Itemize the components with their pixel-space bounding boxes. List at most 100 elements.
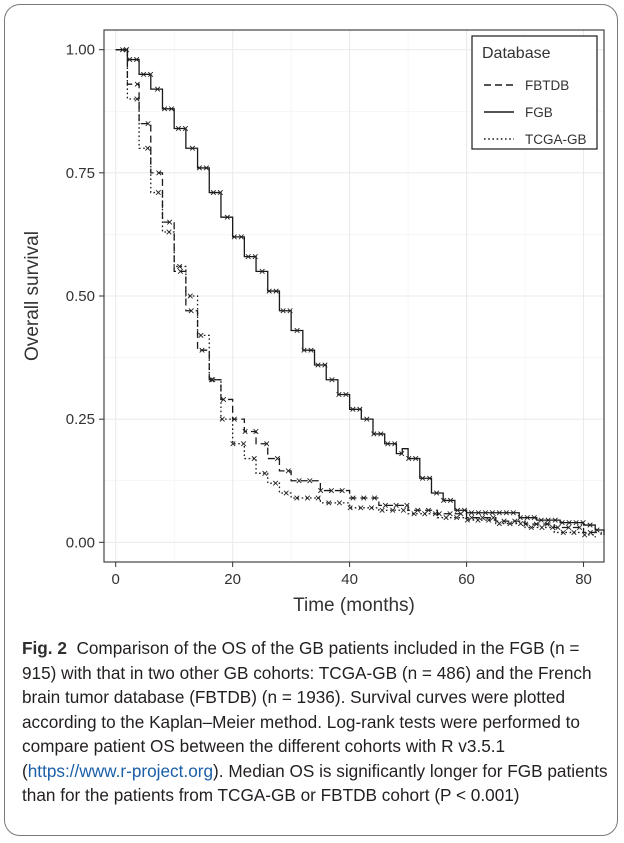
censor-mark: [322, 362, 328, 368]
censor-mark: [315, 495, 321, 501]
censor-mark: [512, 518, 518, 524]
censor-mark: [587, 529, 593, 536]
censor-mark: [177, 268, 184, 274]
censor-mark: [357, 406, 363, 412]
censor-mark: [400, 507, 407, 513]
censor-mark: [440, 497, 447, 504]
censor-mark: [266, 288, 272, 294]
censor-mark: [259, 268, 265, 274]
censor-mark: [510, 510, 516, 516]
censor-mark: [454, 515, 460, 521]
censor-mark: [134, 56, 140, 63]
censor-mark: [350, 406, 356, 412]
censor-mark: [140, 71, 147, 77]
censor-mark: [196, 165, 203, 171]
survival-curve-fbtdb: [115, 49, 602, 535]
censor-mark: [187, 293, 193, 299]
censor-mark: [230, 441, 236, 447]
censor-mark: [555, 524, 561, 531]
censor-mark: [240, 441, 247, 447]
censor-mark: [566, 519, 572, 526]
censor-mark: [296, 478, 302, 484]
censor-mark: [219, 416, 225, 422]
censor-mark: [479, 515, 486, 521]
censor-mark: [469, 515, 475, 521]
censor-mark: [501, 518, 507, 524]
caption-text: Comparison of the OS of the GB patients …: [22, 638, 592, 781]
km-survival-chart: 0 20 40 60 80 0.00 0.25 0.50 0.75 1.00 Time (month…: [22, 29, 605, 616]
censor-mark: [566, 524, 572, 531]
censor-mark: [447, 497, 454, 504]
censor-mark: [339, 487, 345, 494]
censor-mark: [274, 455, 281, 462]
censor-mark: [580, 519, 586, 526]
censor-mark: [496, 520, 502, 527]
censor-mark: [464, 517, 470, 523]
censor-mark: [517, 515, 523, 521]
censor-mark: [390, 507, 396, 513]
censor-mark: [134, 96, 140, 102]
censor-mark: [264, 441, 270, 447]
censor-mark: [432, 511, 439, 517]
censor-mark: [304, 495, 311, 501]
censor-mark: [147, 71, 154, 77]
censor-mark: [253, 428, 259, 435]
censor-mark: [155, 189, 161, 196]
censor-mark: [507, 520, 513, 527]
censor-mark: [468, 510, 475, 516]
figure-caption: Fig. 2 Comparison of the OS of the GB pa…: [22, 636, 608, 808]
censor-mark: [262, 470, 268, 476]
censor-mark: [539, 524, 545, 531]
censor-mark: [189, 145, 196, 151]
censor-mark: [443, 515, 449, 521]
censor-mark: [272, 480, 279, 486]
censor-mark: [242, 428, 248, 435]
censor-mark: [273, 288, 279, 294]
censor-mark: [208, 377, 215, 383]
caption-text-end: ). Median OS is significantly longer for…: [22, 760, 608, 806]
censor-mark: [368, 505, 375, 511]
censor-mark: [528, 524, 534, 531]
legend-label: TCGA-GB: [525, 132, 587, 147]
censor-mark: [287, 308, 293, 314]
censor-mark: [382, 502, 388, 508]
x-tick-label: 60: [458, 571, 475, 588]
censor-mark: [123, 47, 129, 53]
x-axis-title: Time (months): [293, 595, 415, 616]
censor-mark: [318, 487, 324, 494]
censor-mark: [404, 502, 410, 508]
censor-mark: [358, 505, 364, 511]
figure-label: Fig. 2: [22, 638, 67, 658]
censor-mark: [145, 145, 151, 151]
x-tick-label: 40: [341, 571, 358, 588]
censor-mark: [127, 56, 133, 63]
censor-mark: [168, 106, 175, 112]
censor-mark: [411, 511, 417, 517]
censor-mark: [475, 510, 482, 516]
censor-mark: [538, 517, 544, 523]
censor-mark: [549, 524, 556, 531]
censor-mark: [486, 517, 492, 523]
censor-mark: [571, 529, 577, 536]
caption-link[interactable]: https://www.r-project.org: [27, 760, 214, 781]
censor-mark: [406, 455, 412, 462]
y-tick-label: 0.75: [66, 165, 95, 182]
censor-mark: [336, 391, 342, 398]
censor-mark: [385, 441, 391, 447]
censor-mark: [576, 524, 583, 531]
censor-mark: [475, 517, 481, 523]
y-axis-title: Overall survival: [22, 231, 43, 361]
censor-mark: [531, 515, 537, 521]
censor-mark: [199, 347, 205, 353]
censor-mark: [433, 490, 440, 496]
censor-mark: [461, 507, 468, 513]
censor-mark: [175, 125, 182, 132]
y-tick-label: 0.50: [66, 288, 95, 305]
censor-mark: [294, 327, 300, 334]
censor-mark: [364, 416, 370, 422]
censor-mark: [220, 396, 227, 403]
censor-mark: [426, 475, 433, 481]
censor-mark: [552, 517, 558, 523]
censor-mark: [134, 81, 140, 87]
censor-mark: [283, 490, 289, 496]
